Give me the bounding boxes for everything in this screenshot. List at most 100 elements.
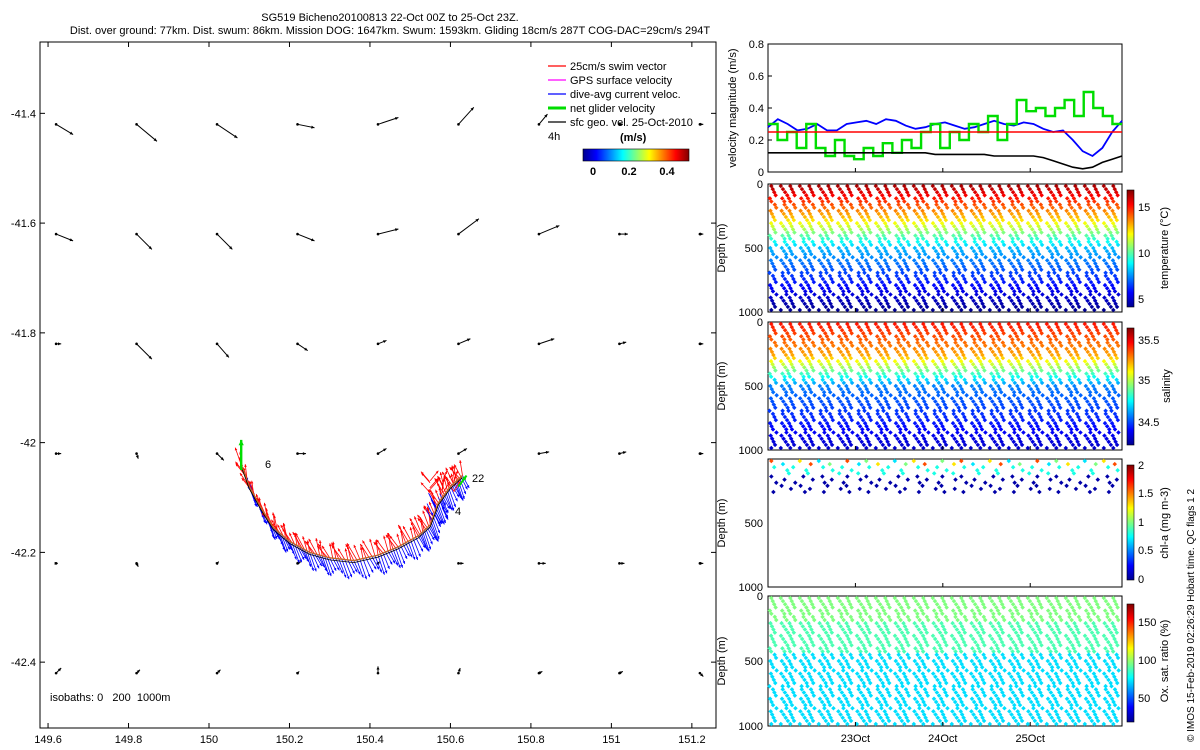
dac-vector: [442, 496, 450, 510]
profile-sample: [903, 461, 909, 467]
profile-sample: [1021, 705, 1026, 711]
profile-sample: [1116, 393, 1121, 398]
profile-sample: [769, 474, 774, 479]
profile-sample: [767, 270, 772, 276]
profile-sample: [857, 486, 863, 492]
current-arrow: [377, 228, 399, 235]
profile-sample: [888, 393, 893, 398]
dac-vector: [420, 533, 429, 551]
profile-sample: [893, 483, 898, 489]
profile-sample: [802, 393, 808, 398]
profile-sample: [936, 292, 941, 297]
profile-sample: [802, 489, 808, 495]
dac-vector: [387, 550, 396, 564]
profile-sample: [1040, 393, 1045, 398]
profile-sample: [945, 705, 950, 711]
swim-vector: [375, 539, 379, 556]
profile-sample: [1106, 255, 1112, 260]
profile-sample: [1030, 255, 1036, 260]
profile-sample: [793, 668, 798, 673]
chlorophyll-profiles: [769, 458, 1120, 495]
map-ytick-label: -42: [20, 438, 36, 450]
profile-sample: [907, 393, 912, 398]
swim-vector: [345, 543, 355, 561]
profile-sample: [831, 292, 836, 297]
profile-sample: [964, 292, 969, 297]
profile-sample: [1056, 464, 1062, 470]
chlorophyll-cbar-tick-4: 0: [1138, 574, 1144, 586]
profile-sample: [821, 255, 827, 260]
swim-vector: [375, 541, 381, 555]
profile-sample: [917, 292, 922, 297]
dac-vector: [321, 555, 330, 576]
profile-sample: [916, 668, 922, 673]
profile-sample: [1078, 393, 1083, 398]
profile-sample: [1059, 668, 1064, 673]
dac-vector: [412, 538, 421, 557]
profile-sample: [803, 430, 808, 435]
map-xtick-label: 150.8: [517, 734, 545, 746]
profile-sample: [803, 292, 808, 297]
legend-net-label: net glider velocity: [570, 103, 655, 115]
dac-vector: [397, 546, 406, 565]
swim-vector: [337, 548, 346, 560]
profile-sample: [778, 258, 784, 263]
temperature-panel: Depth (m) 0 500 1000 15 10 5 temperature…: [716, 179, 1171, 319]
profile-sample: [954, 393, 960, 398]
profile-sample: [983, 292, 988, 297]
profile-sample: [874, 483, 879, 489]
profile-sample: [841, 705, 846, 711]
dac-vector: [444, 494, 452, 509]
swim-vector: [331, 545, 343, 560]
profile-sample: [888, 292, 893, 297]
current-arrow: [295, 671, 300, 675]
swim-vector: [272, 512, 276, 530]
dac-vector: [356, 559, 364, 578]
profile-sample: [771, 264, 777, 269]
swim-vector: [397, 524, 409, 542]
profile-sample: [840, 393, 846, 398]
current-arrow: [56, 452, 62, 456]
dac-vector: [385, 551, 393, 565]
current-arrow: [297, 343, 309, 352]
current-arrow: [538, 670, 543, 675]
profile-sample: [926, 255, 931, 260]
profile-sample: [793, 393, 798, 398]
profile-sample: [783, 301, 788, 307]
profile-sample: [1059, 292, 1064, 297]
profile-sample: [774, 430, 779, 435]
profile-sample: [1069, 430, 1074, 435]
profile-sample: [955, 705, 960, 711]
legend-sfc-label: sfc geo. vel. 25-Oct-2010: [570, 117, 693, 129]
swim-vector: [389, 535, 399, 548]
profile-sample: [781, 298, 786, 303]
profile-sample: [780, 273, 786, 279]
profile-sample: [786, 270, 791, 276]
profile-sample: [1030, 393, 1036, 398]
profile-sample: [792, 480, 798, 485]
legend-dac-label: dive-avg current veloc.: [570, 89, 681, 101]
current-arrow: [699, 561, 704, 565]
profile-sample: [1010, 474, 1015, 479]
profile-sample: [807, 486, 813, 492]
map-panel: 149.6 149.8 150 150.2 150.4 150.6 150.8 151 151.…: [11, 41, 717, 746]
swim-vector: [282, 528, 293, 544]
profile-sample: [936, 430, 941, 435]
profile-sample: [1068, 393, 1074, 398]
profile-sample: [1105, 464, 1111, 470]
profile-sample: [784, 292, 789, 297]
profile-sample: [859, 255, 865, 260]
current-arrow: [619, 670, 624, 675]
profile-sample: [878, 255, 884, 260]
profile-sample: [783, 668, 789, 673]
profile-sample: [789, 261, 794, 266]
profile-sample: [869, 255, 874, 260]
swim-vector: [429, 477, 439, 489]
dac-vector: [448, 488, 456, 508]
profile-sample: [859, 668, 865, 673]
current-arrow: [376, 666, 380, 674]
profile-sample: [964, 705, 969, 711]
current-arrow: [699, 122, 704, 126]
profile-sample: [1107, 292, 1112, 297]
